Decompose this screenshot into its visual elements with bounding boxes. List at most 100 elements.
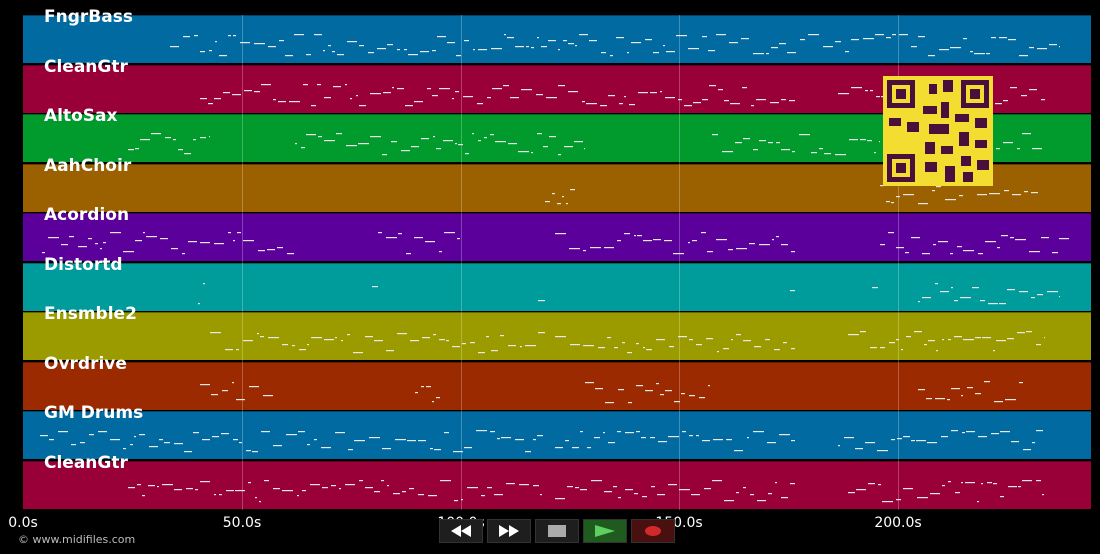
midi-note	[455, 90, 459, 92]
midi-note	[335, 337, 337, 339]
midi-note	[1032, 442, 1035, 444]
midi-note	[574, 141, 583, 143]
midi-note	[381, 479, 384, 481]
midi-note	[324, 339, 334, 341]
midi-note	[707, 251, 713, 253]
midi-note	[98, 431, 107, 433]
rewind-button[interactable]	[439, 519, 483, 543]
track-row[interactable]: CleanGtr	[23, 453, 1091, 509]
midi-note	[1029, 251, 1040, 253]
midi-note	[426, 385, 431, 387]
midi-note	[645, 389, 653, 391]
track-label: CleanGtr	[44, 452, 128, 473]
midi-note	[464, 447, 472, 449]
midi-note	[584, 148, 585, 150]
time-tick-label: 200.0s	[874, 515, 922, 531]
midi-note	[903, 193, 914, 195]
midi-note	[1018, 485, 1021, 487]
midi-note	[208, 102, 213, 104]
midi-note	[808, 34, 819, 36]
midi-note	[768, 492, 772, 494]
midi-note	[239, 442, 242, 444]
midi-note	[228, 35, 231, 37]
midi-note	[838, 445, 840, 447]
midi-note	[219, 55, 227, 57]
midi-note	[1021, 94, 1027, 96]
midi-note	[452, 346, 460, 348]
midi-note	[911, 440, 915, 442]
track-row[interactable]: Ovrdrive	[23, 354, 1091, 410]
midi-note	[520, 346, 522, 348]
midi-note	[951, 286, 953, 288]
midi-note	[600, 104, 607, 106]
midi-note	[557, 202, 561, 204]
midi-note	[966, 431, 975, 433]
track-label: FngrBass	[44, 7, 133, 27]
midi-note	[918, 300, 920, 302]
midi-note	[819, 148, 823, 150]
midi-note	[766, 53, 769, 55]
midi-note	[872, 286, 878, 288]
midi-note	[49, 439, 54, 441]
midi-note	[765, 339, 770, 341]
midi-note	[203, 282, 205, 284]
midi-note	[292, 345, 295, 347]
midi-note	[350, 97, 352, 99]
midi-note	[490, 134, 494, 136]
track-row[interactable]: Ensmble2	[23, 304, 1091, 360]
midi-note	[219, 493, 222, 495]
midi-note	[88, 238, 92, 240]
midi-note	[537, 133, 542, 135]
midi-note	[978, 253, 983, 255]
midi-note	[1007, 288, 1015, 290]
midi-note	[1019, 55, 1028, 57]
midi-note	[248, 481, 251, 483]
midi-note	[263, 394, 273, 396]
fast-forward-button[interactable]	[487, 519, 531, 543]
midi-note	[211, 393, 218, 395]
stop-button[interactable]	[535, 519, 579, 543]
midi-note	[433, 136, 435, 138]
midi-note	[476, 430, 487, 432]
midi-note	[110, 232, 121, 234]
midi-note	[497, 438, 500, 440]
midi-note	[1003, 142, 1013, 144]
midi-note	[770, 101, 779, 103]
midi-note	[401, 150, 410, 152]
midi-note	[641, 437, 646, 439]
midi-note	[397, 49, 400, 51]
note-lane	[210, 331, 1045, 354]
note-lane	[170, 34, 1060, 57]
midi-note	[673, 253, 684, 255]
midi-note	[432, 50, 436, 52]
midi-note	[928, 55, 935, 57]
midi-note	[347, 41, 357, 43]
midi-note	[618, 496, 621, 498]
midi-note	[1041, 98, 1045, 100]
midi-note	[696, 344, 702, 346]
midi-note	[302, 489, 306, 491]
play-button[interactable]	[583, 519, 627, 543]
track-row[interactable]: Acordion	[23, 205, 1091, 261]
midi-note	[354, 440, 365, 442]
midi-note	[996, 340, 1006, 342]
midi-note	[918, 202, 928, 204]
midi-note	[684, 104, 692, 106]
midi-note	[624, 95, 626, 97]
track-row[interactable]: Distortd	[23, 255, 1091, 311]
midi-note	[636, 343, 639, 345]
midi-note	[491, 48, 502, 50]
midi-note	[182, 253, 185, 255]
midi-note	[935, 397, 945, 399]
midi-note	[200, 480, 210, 482]
midi-note	[928, 340, 935, 342]
midi-note	[387, 44, 393, 46]
track-row[interactable]: FngrBass	[23, 7, 1091, 63]
midi-note	[146, 236, 157, 238]
record-button[interactable]	[631, 519, 675, 543]
midi-note	[877, 450, 888, 452]
midi-note	[926, 397, 932, 399]
midi-note	[252, 451, 258, 453]
midi-note	[716, 34, 726, 36]
track-row[interactable]: GM Drums	[23, 403, 1091, 459]
